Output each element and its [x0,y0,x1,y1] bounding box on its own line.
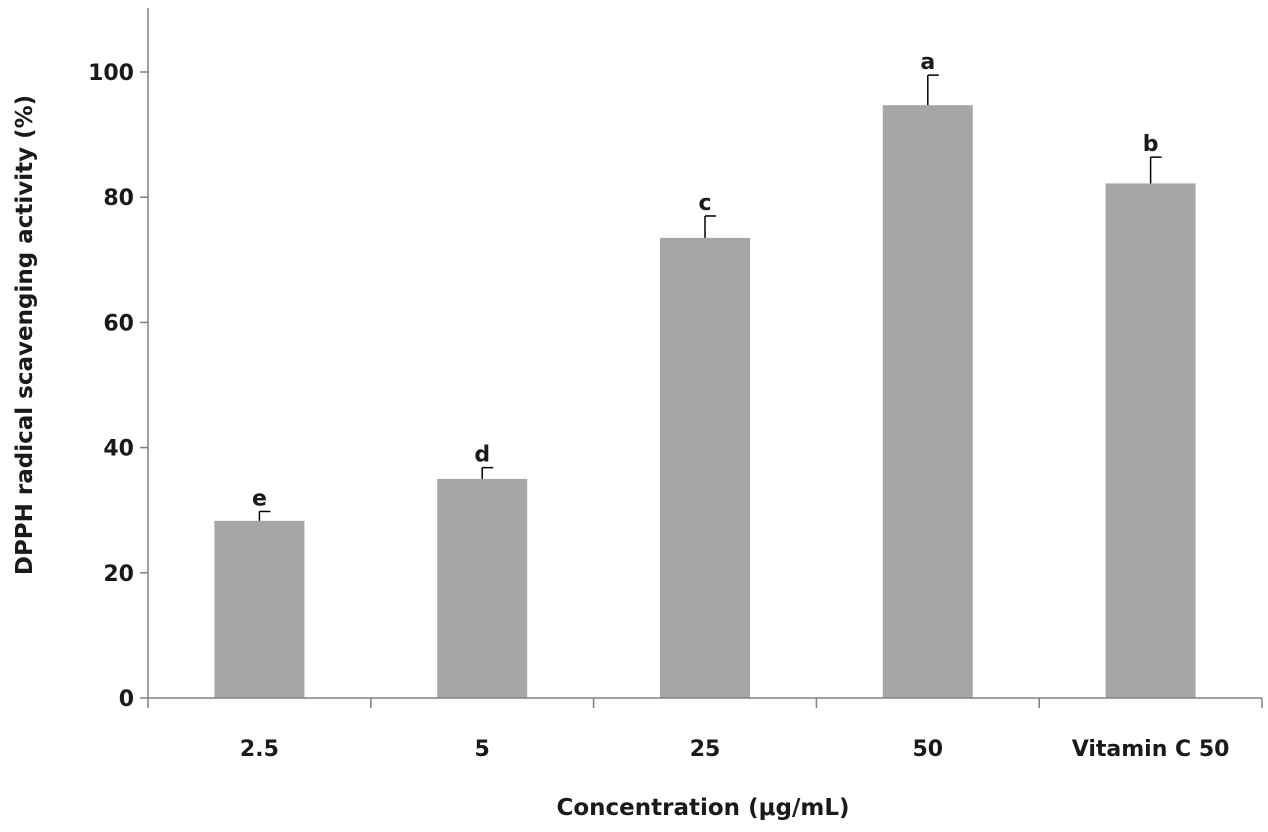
y-tick-label: 60 [103,311,134,336]
significance-label: c [698,191,711,216]
x-axis-title: Concentration (μg/mL) [556,795,849,821]
bar [214,520,305,698]
significance-label: d [474,443,490,468]
y-tick-label: 80 [103,186,134,211]
x-tick-label: 5 [475,737,490,762]
y-tick-label: 0 [119,687,134,712]
y-axis-title: DPPH radical scavenging activity (%) [12,95,38,575]
bars-group [214,105,1196,699]
error-bars-group [258,74,1162,521]
y-tick-label: 20 [103,562,134,587]
x-tick-label: 50 [912,737,943,762]
x-ticks-group: 2.5 5 25 50 Vitamin C 50 [147,698,1263,762]
significance-label: b [1143,132,1159,157]
y-tick-label: 100 [88,61,134,86]
bar [882,105,973,699]
bar [437,478,528,698]
y-tick-label: 40 [103,437,134,462]
significance-label: e [252,486,267,511]
y-ticks-group: 0 20 40 60 80 100 [88,61,148,712]
x-tick-label: 2.5 [240,737,279,762]
significance-labels-group: e d c a b [252,50,1159,511]
axes-group [147,8,1262,699]
bar [660,237,750,698]
x-tick-label: Vitamin C 50 [1072,737,1230,762]
bar [1105,183,1196,699]
x-tick-label: 25 [690,737,721,762]
significance-label: a [920,50,935,75]
